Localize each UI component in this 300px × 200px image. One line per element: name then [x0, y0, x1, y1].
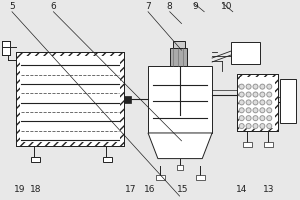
Circle shape — [260, 108, 265, 113]
Bar — [240, 77, 275, 128]
Polygon shape — [148, 133, 212, 159]
Text: 13: 13 — [262, 185, 274, 194]
Bar — [173, 41, 184, 48]
Circle shape — [253, 100, 258, 105]
Bar — [31, 157, 40, 162]
Bar — [231, 42, 260, 64]
Bar — [264, 142, 273, 147]
Bar — [103, 157, 112, 162]
Circle shape — [253, 116, 258, 121]
Circle shape — [253, 108, 258, 113]
Bar — [280, 79, 296, 123]
Circle shape — [246, 108, 251, 113]
Bar — [243, 142, 251, 147]
Circle shape — [267, 116, 272, 121]
Bar — [2, 41, 10, 55]
Text: 6: 6 — [50, 2, 56, 11]
Text: 19: 19 — [14, 185, 26, 194]
Circle shape — [239, 100, 244, 105]
Bar — [20, 56, 120, 142]
Circle shape — [239, 84, 244, 89]
Text: 10: 10 — [221, 2, 232, 11]
Circle shape — [260, 124, 265, 129]
Circle shape — [260, 116, 265, 121]
Circle shape — [246, 92, 251, 97]
Circle shape — [253, 124, 258, 129]
Bar — [237, 74, 278, 131]
Text: 9: 9 — [193, 2, 198, 11]
Bar — [16, 52, 124, 146]
Circle shape — [246, 100, 251, 105]
Text: 7: 7 — [145, 2, 151, 11]
Circle shape — [260, 92, 265, 97]
Text: 16: 16 — [144, 185, 156, 194]
Bar — [16, 52, 124, 146]
Bar — [177, 165, 182, 170]
Text: 5: 5 — [9, 2, 15, 11]
Text: 15: 15 — [177, 185, 188, 194]
Circle shape — [239, 116, 244, 121]
Bar — [196, 175, 205, 180]
Circle shape — [267, 92, 272, 97]
Circle shape — [239, 108, 244, 113]
Circle shape — [246, 116, 251, 121]
Circle shape — [267, 124, 272, 129]
Circle shape — [253, 84, 258, 89]
Circle shape — [246, 124, 251, 129]
Bar — [156, 175, 165, 180]
Circle shape — [267, 84, 272, 89]
Circle shape — [239, 124, 244, 129]
Text: 17: 17 — [124, 185, 136, 194]
Text: 14: 14 — [236, 185, 248, 194]
Circle shape — [253, 92, 258, 97]
Circle shape — [260, 100, 265, 105]
Bar — [170, 48, 188, 66]
Circle shape — [260, 84, 265, 89]
Circle shape — [267, 108, 272, 113]
Bar — [148, 66, 212, 133]
Circle shape — [239, 92, 244, 97]
Text: 8: 8 — [167, 2, 172, 11]
Circle shape — [246, 84, 251, 89]
Bar — [237, 74, 278, 131]
Circle shape — [267, 100, 272, 105]
Text: 18: 18 — [30, 185, 41, 194]
Bar — [124, 96, 131, 103]
